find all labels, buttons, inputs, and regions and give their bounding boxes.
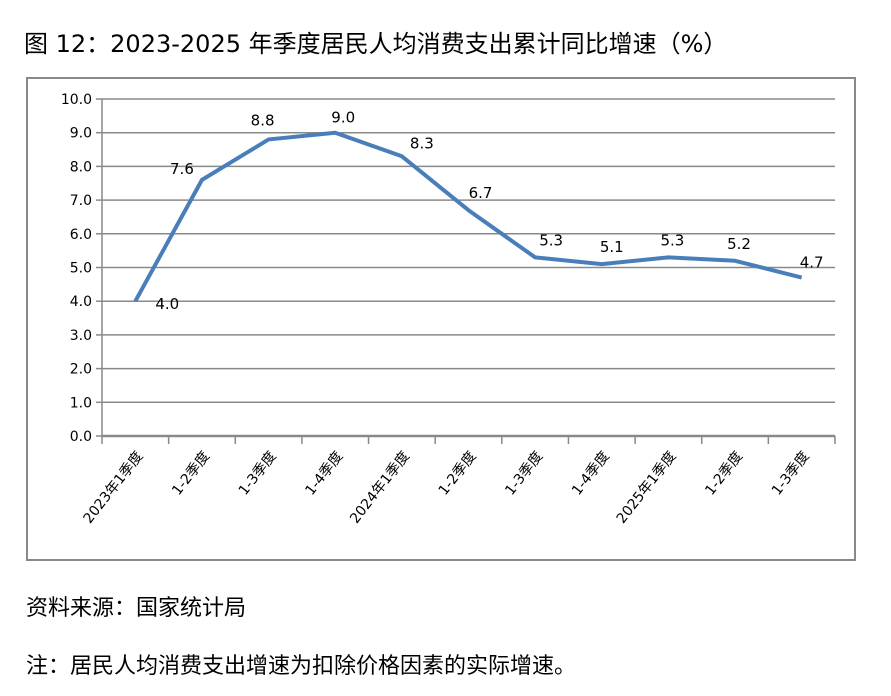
x-tick-label: 1-4季度 <box>569 449 613 499</box>
x-tick-label: 1-3季度 <box>502 449 546 499</box>
data-label: 6.7 <box>469 184 493 202</box>
data-label: 4.0 <box>155 295 179 313</box>
data-label: 5.3 <box>539 231 563 249</box>
x-tick-label: 1-3季度 <box>236 449 280 499</box>
data-label: 9.0 <box>331 109 355 127</box>
y-tick-label: 10.0 <box>61 92 92 108</box>
data-label: 5.2 <box>727 235 751 253</box>
data-line <box>133 130 803 303</box>
y-tick-label: 3.0 <box>70 328 92 344</box>
x-tick-label: 1-4季度 <box>302 449 346 499</box>
data-label: 4.7 <box>800 254 824 272</box>
x-tick-label: 1-2季度 <box>702 449 746 499</box>
data-label: 5.1 <box>600 238 624 256</box>
y-tick-label: 9.0 <box>70 126 92 142</box>
y-tick-label: 4.0 <box>70 294 92 310</box>
y-tick-label: 7.0 <box>70 193 92 209</box>
x-tick-label: 1-3季度 <box>769 449 813 499</box>
y-tick-label: 5.0 <box>70 261 92 277</box>
data-label: 5.3 <box>660 231 684 249</box>
y-tick-label: 2.0 <box>70 362 92 378</box>
x-tick-label: 1-2季度 <box>436 449 480 499</box>
y-tick-label: 8.0 <box>70 159 92 175</box>
x-tick-label: 2023年1季度 <box>81 449 147 527</box>
data-label: 7.6 <box>170 160 194 178</box>
x-tick-label: 2024年1季度 <box>347 449 413 527</box>
x-tick-label: 1-2季度 <box>169 449 213 499</box>
y-tick-label: 0.0 <box>70 429 92 445</box>
chart-frame <box>26 77 856 561</box>
source-text: 资料来源：国家统计局 <box>26 596 247 621</box>
note-text: 注：居民人均消费支出增速为扣除价格因素的实际增速。 <box>26 654 577 679</box>
data-label: 8.3 <box>410 134 434 152</box>
y-tick-label: 1.0 <box>70 395 92 411</box>
data-label: 8.8 <box>251 111 275 129</box>
y-tick-label: 6.0 <box>70 227 92 243</box>
chart-title: 图 12：2023-2025 年季度居民人均消费支出累计同比增速（%） <box>24 30 728 58</box>
x-tick-label: 2025年1季度 <box>614 449 680 527</box>
